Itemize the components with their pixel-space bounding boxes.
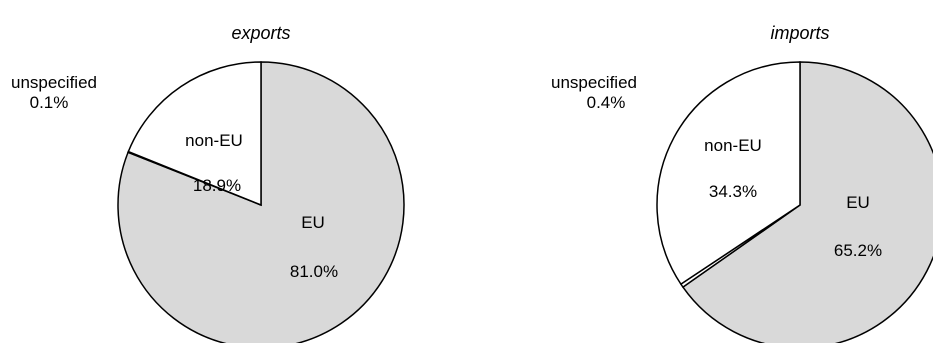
exports-nonEU-value: 18.9%: [193, 176, 241, 195]
exports-pie: [117, 61, 405, 343]
exports-title: exports: [231, 23, 290, 43]
exports-slice-non-eu: [127, 61, 262, 207]
exports-unspecified-label: unspecified: [11, 73, 97, 92]
imports-nonEU-value: 34.3%: [709, 182, 757, 201]
imports-nonEU-label: non-EU: [704, 136, 762, 155]
imports-slice-eu: [681, 61, 933, 343]
exports-EU-label: EU: [301, 213, 325, 232]
exports-unspecified-value: 0.1%: [30, 93, 69, 112]
exports-chart: exports non-EU 18.9% EU 81.0% unspecifie…: [11, 23, 405, 343]
imports-chart: imports non-EU 34.3% EU 65.2% unspecifie…: [551, 23, 933, 343]
imports-pie: [656, 61, 933, 343]
exports-EU-value: 81.0%: [290, 262, 338, 281]
exports-nonEU-label: non-EU: [185, 131, 243, 150]
imports-EU-value: 65.2%: [834, 241, 882, 260]
imports-slice-non-eu: [656, 61, 801, 286]
imports-EU-label: EU: [846, 193, 870, 212]
imports-unspecified-value: 0.4%: [587, 93, 626, 112]
imports-unspecified-label: unspecified: [551, 73, 637, 92]
imports-title: imports: [770, 23, 829, 43]
